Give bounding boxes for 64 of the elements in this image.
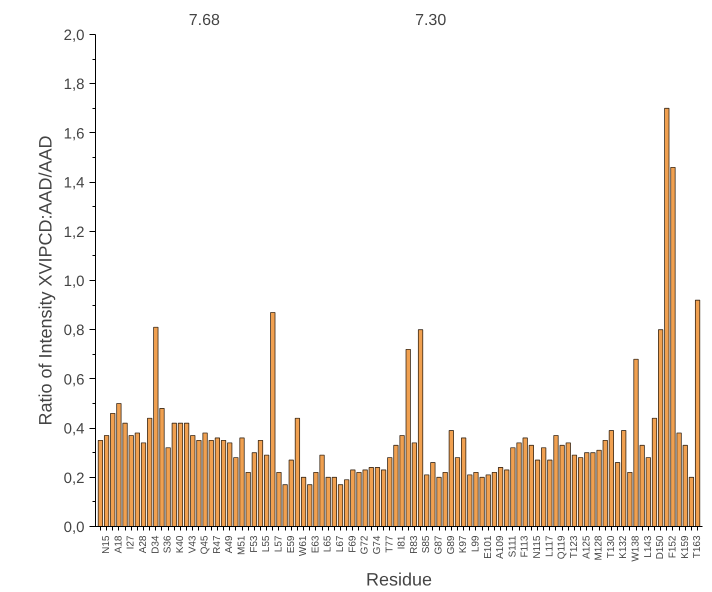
x-tick-label: W138 <box>630 535 642 562</box>
x-tick-label: L65 <box>322 535 334 552</box>
text: 7.30 <box>415 12 446 30</box>
x-tick-label: W61 <box>298 535 310 556</box>
x-tick-label: G89 <box>446 535 457 554</box>
y-tick-label: 1,4 <box>64 174 85 192</box>
y-tick-label: 0,2 <box>64 470 85 487</box>
y-tick-label: 2,0 <box>64 27 85 44</box>
x-tick-label: D34 <box>150 535 162 554</box>
x-tick-label: T123 <box>568 535 580 558</box>
x-tick-label: K159 <box>680 535 691 559</box>
x-tick-label: Q119 <box>556 535 568 560</box>
x-tick-label: M51 <box>236 535 248 555</box>
x-tick-label: F69 <box>347 535 358 553</box>
x-tick-label: S85 <box>421 535 432 554</box>
x-tick-label: L57 <box>273 535 284 552</box>
x-tick-label: N15 <box>101 535 112 554</box>
y-tick-label: 1,8 <box>64 76 85 94</box>
x-tick-label: K132 <box>618 535 630 559</box>
x-tick-label: S36 <box>162 535 174 554</box>
y-tick-label: 0,8 <box>64 322 85 340</box>
x-tick-label: T130 <box>606 535 617 558</box>
y-axis-title: Ratio of Intensity XVIPCD:AAD/AAD <box>36 135 56 426</box>
x-tick-label: L143 <box>642 535 654 558</box>
x-tick-label: G87 <box>434 535 445 554</box>
x-tick-label: R83 <box>408 535 420 554</box>
x-tick-label: A49 <box>224 535 236 554</box>
x-tick-label: A109 <box>495 535 506 559</box>
y-tick-label: 0,6 <box>64 371 85 388</box>
y-tick-label: 1,2 <box>64 224 85 241</box>
x-tick-label: F152 <box>667 535 678 558</box>
y-tick-label: 1,6 <box>64 125 85 142</box>
text: 7.68 <box>188 12 220 30</box>
x-tick-label: K97 <box>458 535 470 554</box>
x-tick-label: N115 <box>532 535 544 559</box>
y-tick-label: 0,0 <box>64 519 85 536</box>
x-tick-label: F53 <box>248 535 260 553</box>
x-tick-label: F113 <box>520 535 531 558</box>
x-tick-label: L67 <box>335 535 346 552</box>
x-tick-label: K40 <box>174 535 186 554</box>
x-tick-label: L55 <box>261 535 272 552</box>
x-tick-label: S111 <box>507 535 518 558</box>
x-tick-label: E63 <box>310 535 322 554</box>
x-tick-label: E59 <box>286 535 297 554</box>
x-tick-label: M128 <box>594 535 605 561</box>
x-tick-label: G72 <box>360 535 371 554</box>
x-axis-title: Residue <box>366 570 432 590</box>
x-tick-label: A18 <box>113 535 124 554</box>
y-tick-label: 0,4 <box>64 420 85 438</box>
x-tick-label: I81 <box>396 535 408 550</box>
x-tick-label: L99 <box>470 535 482 552</box>
x-tick-label: T163 <box>692 535 704 558</box>
x-tick-label: E101 <box>482 535 494 559</box>
y-tick-label: 1,0 <box>64 273 85 290</box>
x-tick-label: G74 <box>372 535 383 554</box>
x-tick-label: T77 <box>384 535 396 553</box>
x-tick-label: V43 <box>187 535 198 554</box>
x-tick-label: A125 <box>581 535 592 559</box>
x-tick-label: A28 <box>138 535 150 554</box>
x-tick-label: Q45 <box>200 535 211 554</box>
x-tick-label: L117 <box>544 535 556 558</box>
x-tick-label: I27 <box>126 535 137 550</box>
x-tick-label: R47 <box>212 535 223 554</box>
x-tick-label: D150 <box>655 535 666 560</box>
